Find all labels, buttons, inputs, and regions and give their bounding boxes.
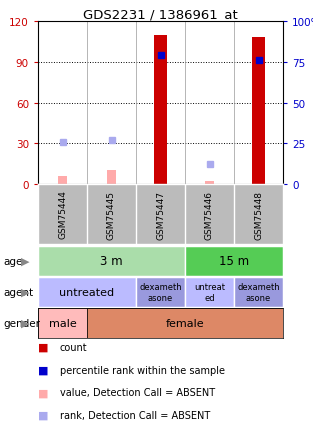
Text: ▶: ▶ <box>21 287 30 297</box>
Text: dexameth
asone: dexameth asone <box>237 283 280 302</box>
Text: GSM75447: GSM75447 <box>156 190 165 239</box>
Text: GSM75444: GSM75444 <box>58 190 67 239</box>
Text: dexameth
asone: dexameth asone <box>139 283 182 302</box>
Bar <box>185 247 283 276</box>
Text: 3 m: 3 m <box>100 255 123 268</box>
Text: gender: gender <box>3 318 40 328</box>
Text: value, Detection Call = ABSENT: value, Detection Call = ABSENT <box>60 388 215 397</box>
Text: agent: agent <box>3 287 33 297</box>
Text: GSM75448: GSM75448 <box>254 190 263 239</box>
Bar <box>154 36 167 184</box>
Bar <box>252 38 265 184</box>
Text: ■: ■ <box>38 410 49 420</box>
Bar <box>38 247 185 276</box>
Text: ▶: ▶ <box>21 256 30 266</box>
Bar <box>107 171 116 184</box>
Bar <box>205 182 214 184</box>
Text: ▶: ▶ <box>21 318 30 328</box>
Bar <box>58 177 67 184</box>
Bar <box>185 277 234 307</box>
Bar <box>234 277 283 307</box>
Text: ■: ■ <box>38 365 49 375</box>
Text: count: count <box>60 342 88 352</box>
Text: ■: ■ <box>38 388 49 397</box>
Text: GSM75445: GSM75445 <box>107 190 116 239</box>
Text: untreated: untreated <box>59 287 115 297</box>
Bar <box>136 277 185 307</box>
Bar <box>38 308 87 338</box>
Title: GDS2231 / 1386961_at: GDS2231 / 1386961_at <box>83 8 238 21</box>
Text: GSM75446: GSM75446 <box>205 190 214 239</box>
Bar <box>38 277 136 307</box>
Bar <box>87 308 283 338</box>
Text: rank, Detection Call = ABSENT: rank, Detection Call = ABSENT <box>60 410 210 420</box>
Text: age: age <box>3 256 23 266</box>
Text: ■: ■ <box>38 342 49 352</box>
Text: male: male <box>49 318 76 328</box>
Text: female: female <box>166 318 204 328</box>
Text: untreat
ed: untreat ed <box>194 283 225 302</box>
Text: 15 m: 15 m <box>219 255 249 268</box>
Text: percentile rank within the sample: percentile rank within the sample <box>60 365 225 375</box>
